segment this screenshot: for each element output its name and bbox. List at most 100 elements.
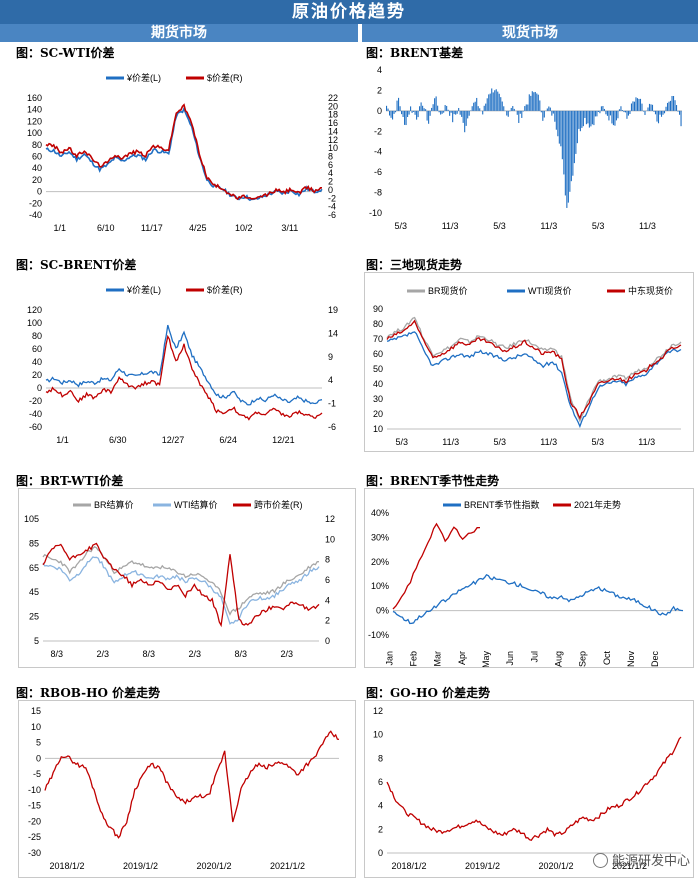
y-tick-label: -10: [28, 785, 41, 795]
legend-label: ¥价差(L): [126, 284, 161, 295]
y2-tick-label: 0: [325, 636, 330, 646]
bar: [567, 110, 569, 203]
x-tick-label: 1/1: [54, 223, 67, 233]
bar: [494, 90, 496, 111]
y-tick-label: -8: [374, 188, 382, 198]
bar: [519, 110, 521, 114]
y2-tick-label: 0: [328, 185, 333, 195]
bar: [425, 109, 427, 111]
bar: [557, 110, 559, 137]
y-tick-label: 0: [36, 753, 41, 763]
bar: [548, 106, 550, 111]
y-tick-label: 160: [27, 93, 42, 103]
y-tick-label: -4: [374, 147, 382, 157]
x-tick-label: 11/17: [141, 223, 163, 233]
bar: [524, 106, 526, 111]
bar: [542, 110, 544, 121]
bar: [573, 110, 575, 164]
bar: [455, 110, 457, 115]
y2-tick-label: -4: [328, 202, 336, 212]
bar: [570, 110, 572, 182]
x-tick-label: Aug: [553, 651, 563, 667]
legend-label: WTI现货价: [528, 285, 572, 296]
x-tick-label: 2020/1/2: [197, 861, 232, 871]
series-line: [45, 324, 323, 406]
x-tick-label: 3/11: [281, 223, 298, 233]
legend-label: ¥价差(L): [126, 72, 161, 83]
section-futures: 期货市场: [0, 24, 358, 42]
y2-tick-label: 4: [328, 375, 333, 385]
y-tick-label: -30: [28, 848, 41, 858]
bar: [629, 110, 631, 114]
chart-caption: 图：BRENT季节性走势: [366, 474, 500, 488]
y-tick-label: 65: [29, 563, 39, 573]
series-line: [386, 331, 682, 429]
bar: [513, 108, 515, 111]
bar: [477, 106, 479, 111]
bar: [387, 108, 389, 111]
bar: [636, 98, 639, 111]
bar: [452, 110, 454, 123]
y-tick-label: 100: [27, 128, 42, 138]
chart-brent-basis: 4 2 0 -2 -4 -6 -8 -10 5/3 11/3 5/3 11/3 5/3 11/3: [364, 60, 694, 242]
y-tick-label: 140: [27, 105, 42, 115]
bar: [482, 110, 484, 115]
bar: [668, 101, 670, 111]
y2-tick-label: -1: [328, 399, 336, 409]
legend-label: $价差(R): [207, 72, 243, 83]
bar: [536, 93, 538, 111]
bar: [618, 109, 620, 111]
y-tick-label: -25: [28, 832, 41, 842]
y2-tick-label: 10: [325, 534, 335, 544]
y2-tick-label: -6: [328, 422, 336, 432]
bar: [594, 110, 596, 117]
y2-tick-label: 9: [328, 352, 333, 362]
section-spot: 现货市场: [362, 24, 698, 42]
y2-tick-label: 20: [328, 101, 338, 111]
y2-tick-label: 4: [328, 168, 333, 178]
bar: [396, 100, 398, 111]
chart-sc-wti-spread: 160 140 120 100 80 60 40 20 0 -20 -40 22 20 18 16 14 12 1…: [18, 60, 356, 242]
bar: [611, 110, 613, 124]
y-tick-label: 0: [37, 187, 42, 197]
bar: [576, 110, 578, 144]
bar: [525, 104, 527, 111]
y-tick-label: 6: [378, 777, 383, 787]
bar: [644, 110, 646, 115]
series-line: [42, 542, 320, 628]
y2-tick-label: 6: [328, 160, 333, 170]
bar: [461, 110, 463, 117]
bar: [507, 110, 509, 117]
x-tick-label: 2019/1/2: [465, 861, 500, 871]
bar: [602, 106, 604, 111]
bar: [401, 110, 403, 115]
bar: [399, 106, 401, 111]
y-tick-label: 100: [27, 318, 42, 328]
bar: [564, 110, 566, 196]
x-tick-label: 2018/1/2: [50, 861, 85, 871]
x-tick-label: 5/3: [395, 221, 408, 231]
bar: [560, 110, 562, 147]
y-tick-label: 60: [32, 152, 42, 162]
y2-tick-label: 8: [325, 555, 330, 565]
bar: [423, 108, 425, 111]
y-tick-label: 40: [373, 379, 383, 389]
y-tick-label: 40: [32, 357, 42, 367]
bar: [666, 102, 669, 111]
bar: [518, 110, 520, 123]
bar: [669, 100, 672, 111]
bar: [483, 105, 485, 111]
bar: [659, 110, 661, 115]
chart-go-ho-spread: 12 10 8 6 4 2 0 2018/1/2 2019/1/2 2020/1/2 2021/1/…: [364, 700, 694, 878]
y2-tick-label: -2: [328, 193, 336, 203]
bar: [471, 106, 473, 111]
y-tick-label: 4: [377, 65, 382, 75]
bar: [639, 98, 642, 111]
y-tick-label: 30%: [371, 532, 389, 542]
bar: [635, 97, 637, 111]
chart-three-spot: 90 80 70 60 50 40 30 20 10 5/3 11/3 5/3 11/3 5/3 11/3 B…: [364, 272, 694, 452]
x-tick-label: 2/3: [281, 649, 294, 659]
bar: [539, 100, 541, 111]
y-tick-label: 40%: [371, 508, 389, 518]
y2-tick-label: 10: [328, 143, 338, 153]
